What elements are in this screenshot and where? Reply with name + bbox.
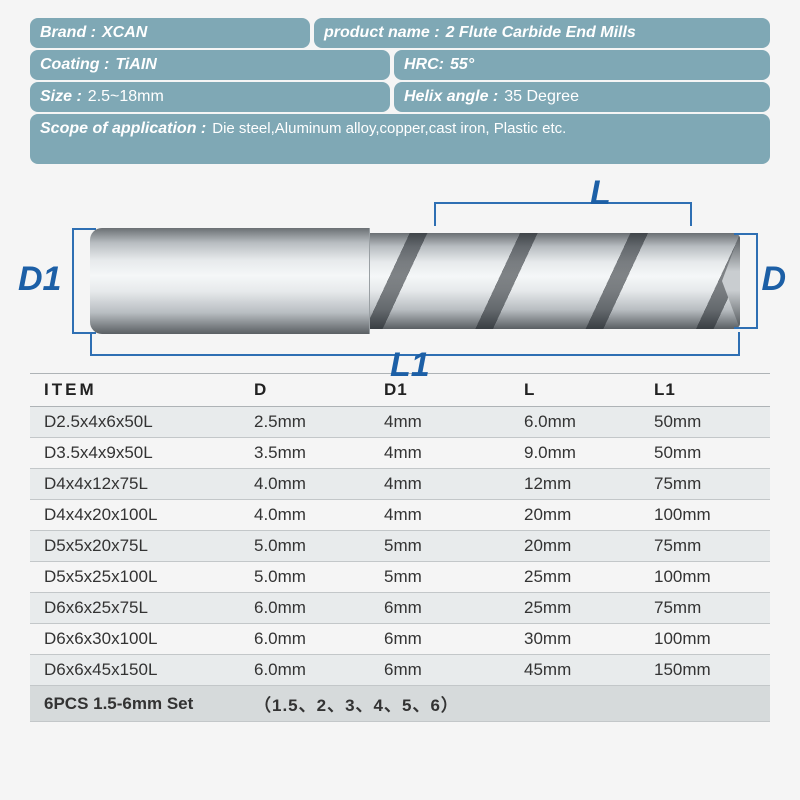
cell-l: 30mm <box>510 624 640 655</box>
bracket-d1 <box>72 228 84 334</box>
cell-item: D4x4x20x100L <box>30 500 240 531</box>
cell-d: 3.5mm <box>240 438 370 469</box>
spec-scope: Scope of application : Die steel,Aluminu… <box>30 114 770 164</box>
spec-scope-label: Scope of application : <box>40 120 206 138</box>
tool-diagram: D1 D L L1 <box>30 178 770 373</box>
spec-hrc-value: 55° <box>450 56 474 74</box>
set-label: 6PCS 1.5-6mm Set <box>30 686 240 722</box>
cell-d: 5.0mm <box>240 531 370 562</box>
dimension-table: ITEM D D1 L L1 D2.5x4x6x50L2.5mm4mm6.0mm… <box>30 373 770 722</box>
spec-coating-value: TiAIN <box>115 56 156 74</box>
cell-l1: 75mm <box>640 593 770 624</box>
spec-size-label: Size : <box>40 88 82 106</box>
cell-l: 45mm <box>510 655 640 686</box>
cell-l1: 50mm <box>640 438 770 469</box>
cell-l: 25mm <box>510 562 640 593</box>
table-row: D5x5x20x75L5.0mm5mm20mm75mm <box>30 531 770 562</box>
bracket-d <box>746 233 758 329</box>
tool-shank <box>90 228 370 334</box>
cell-l1: 100mm <box>640 624 770 655</box>
set-row: 6PCS 1.5-6mm Set （1.5、2、3、4、5、6） <box>30 686 770 722</box>
cell-l1: 100mm <box>640 500 770 531</box>
table-row: D6x6x45x150L6.0mm6mm45mm150mm <box>30 655 770 686</box>
cell-l: 20mm <box>510 531 640 562</box>
spec-helix-label: Helix angle : <box>404 88 498 106</box>
cell-item: D3.5x4x9x50L <box>30 438 240 469</box>
table-row: D5x5x25x100L5.0mm5mm25mm100mm <box>30 562 770 593</box>
cell-item: D5x5x25x100L <box>30 562 240 593</box>
table-row: D4x4x20x100L4.0mm4mm20mm100mm <box>30 500 770 531</box>
cell-l: 9.0mm <box>510 438 640 469</box>
table-row: D3.5x4x9x50L3.5mm4mm9.0mm50mm <box>30 438 770 469</box>
spec-brand-label: Brand : <box>40 24 96 42</box>
spec-helix-value: 35 Degree <box>504 88 579 106</box>
cell-d: 2.5mm <box>240 407 370 438</box>
table-row: D4x4x12x75L4.0mm4mm12mm75mm <box>30 469 770 500</box>
cell-item: D6x6x45x150L <box>30 655 240 686</box>
cell-d1: 4mm <box>370 469 510 500</box>
cell-d1: 4mm <box>370 500 510 531</box>
spec-coating-label: Coating : <box>40 56 109 74</box>
cell-d: 4.0mm <box>240 469 370 500</box>
th-d: D <box>240 374 370 407</box>
spec-hrc: HRC: 55° <box>394 50 770 80</box>
th-l1: L1 <box>640 374 770 407</box>
cell-d1: 5mm <box>370 531 510 562</box>
cell-item: D2.5x4x6x50L <box>30 407 240 438</box>
spec-coating: Coating : TiAIN <box>30 50 390 80</box>
spec-hrc-label: HRC: <box>404 56 444 74</box>
cell-item: D5x5x20x75L <box>30 531 240 562</box>
dim-label-d1: D1 <box>18 260 61 299</box>
cell-l: 6.0mm <box>510 407 640 438</box>
cell-l: 12mm <box>510 469 640 500</box>
cell-d1: 6mm <box>370 593 510 624</box>
cell-l1: 50mm <box>640 407 770 438</box>
set-sizes: （1.5、2、3、4、5、6） <box>240 686 770 722</box>
cell-d: 6.0mm <box>240 593 370 624</box>
th-l: L <box>510 374 640 407</box>
spec-scope-value: Die steel,Aluminum alloy,copper,cast iro… <box>212 120 760 139</box>
cell-item: D6x6x25x75L <box>30 593 240 624</box>
table-body: D2.5x4x6x50L2.5mm4mm6.0mm50mm D3.5x4x9x5… <box>30 407 770 722</box>
cell-d: 5.0mm <box>240 562 370 593</box>
cell-l1: 100mm <box>640 562 770 593</box>
spec-brand: Brand : XCAN <box>30 18 310 48</box>
spec-brand-value: XCAN <box>102 24 147 42</box>
bracket-l <box>434 202 692 214</box>
cell-d1: 5mm <box>370 562 510 593</box>
cell-d1: 6mm <box>370 624 510 655</box>
spec-size: Size : 2.5~18mm <box>30 82 390 112</box>
spec-panel: Brand : XCAN product name : 2 Flute Carb… <box>30 18 770 164</box>
spec-size-value: 2.5~18mm <box>88 88 164 106</box>
cell-d1: 4mm <box>370 438 510 469</box>
cell-l: 25mm <box>510 593 640 624</box>
cell-item: D4x4x12x75L <box>30 469 240 500</box>
tool-illustration <box>90 228 740 334</box>
spec-product: product name : 2 Flute Carbide End Mills <box>314 18 770 48</box>
tool-flute <box>370 233 740 329</box>
cell-l: 20mm <box>510 500 640 531</box>
th-item: ITEM <box>30 374 240 407</box>
table-row: D2.5x4x6x50L2.5mm4mm6.0mm50mm <box>30 407 770 438</box>
spec-helix: Helix angle : 35 Degree <box>394 82 770 112</box>
dim-label-l1: L1 <box>390 346 430 385</box>
table-row: D6x6x30x100L6.0mm6mm30mm100mm <box>30 624 770 655</box>
cell-l1: 75mm <box>640 469 770 500</box>
cell-item: D6x6x30x100L <box>30 624 240 655</box>
dim-label-d: D <box>761 260 786 299</box>
cell-l1: 150mm <box>640 655 770 686</box>
cell-d1: 4mm <box>370 407 510 438</box>
spec-product-value: 2 Flute Carbide End Mills <box>446 24 636 42</box>
table-row: D6x6x25x75L6.0mm6mm25mm75mm <box>30 593 770 624</box>
spec-product-label: product name : <box>324 24 440 42</box>
cell-d: 4.0mm <box>240 500 370 531</box>
cell-l1: 75mm <box>640 531 770 562</box>
page-container: Brand : XCAN product name : 2 Flute Carb… <box>0 0 800 722</box>
dim-label-l: L <box>590 174 611 213</box>
cell-d1: 6mm <box>370 655 510 686</box>
cell-d: 6.0mm <box>240 624 370 655</box>
cell-d: 6.0mm <box>240 655 370 686</box>
